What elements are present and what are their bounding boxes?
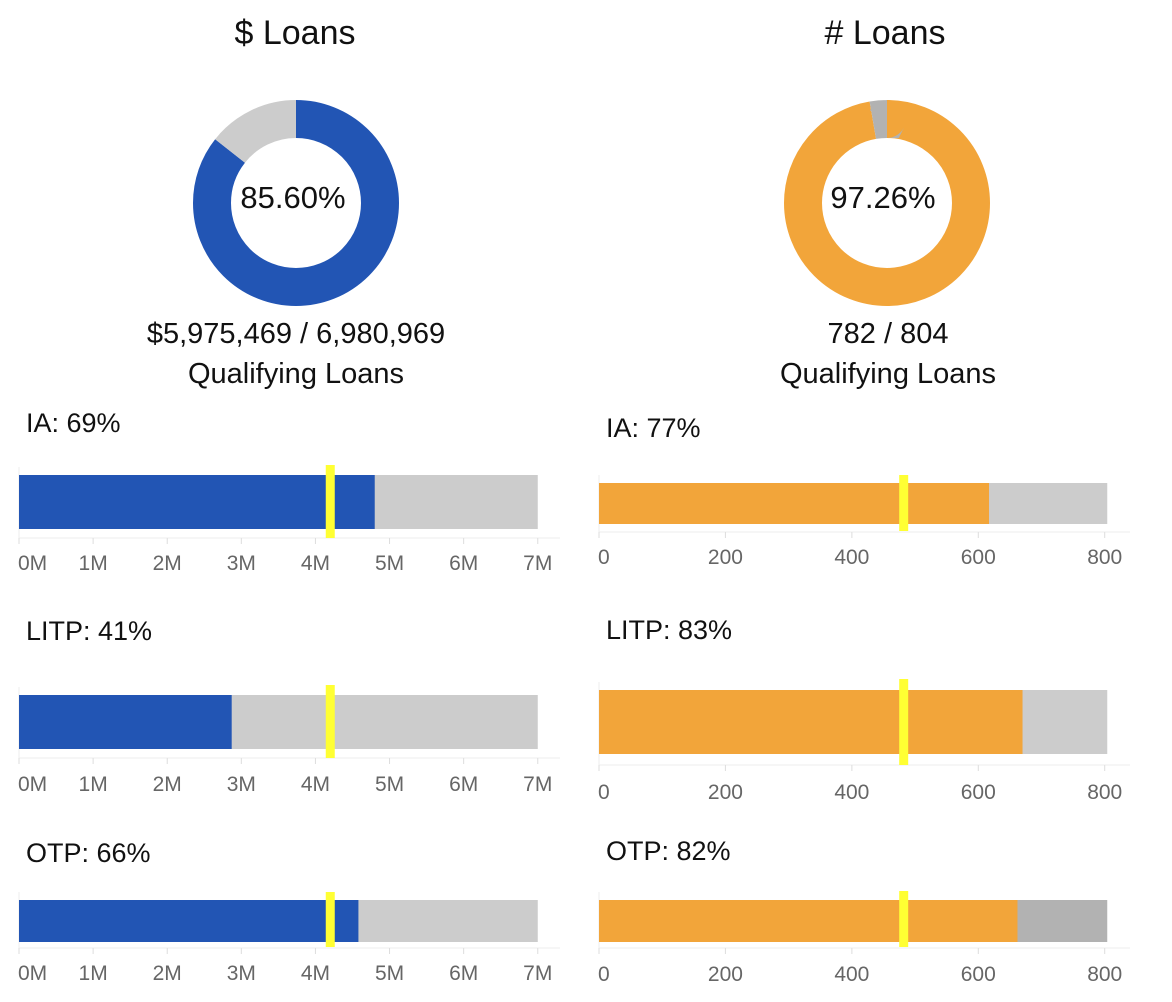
tick-label: 3M	[227, 962, 256, 985]
ia-count-bullet-chart: 0 200 400 600 800	[598, 475, 1130, 569]
tick-label: 800	[1087, 963, 1122, 986]
litp-count-bullet-chart: 0 200 400 600 800	[598, 679, 1130, 804]
ia-count-title: IA: 77%	[606, 413, 701, 443]
value-bar	[599, 900, 1018, 942]
tick-label: 200	[708, 963, 743, 986]
tick-label: 2M	[153, 962, 182, 985]
ia-dollar-title: IA: 69%	[26, 408, 121, 438]
tick-label: 0	[598, 781, 610, 804]
litp-dollar-bullet-chart: 0M 1M 2M 3M 4M 5M 6M 7M	[18, 685, 560, 796]
tick-label: 0	[598, 963, 610, 986]
tick-label: 600	[961, 963, 996, 986]
tick-label: 4M	[301, 552, 330, 575]
tick-label: 6M	[449, 552, 478, 575]
value-bar	[599, 483, 990, 524]
tick-label: 7M	[523, 962, 552, 985]
otp-dollar-bullet-chart: 0M 1M 2M 3M 4M 5M 6M 7M	[18, 892, 560, 985]
target-marker	[325, 892, 335, 947]
otp-dollar-title: OTP: 66%	[26, 838, 151, 868]
tick-label: 600	[961, 546, 996, 569]
tick-label: 600	[961, 781, 996, 804]
tick-label: 5M	[375, 962, 404, 985]
litp-dollar-title: LITP: 41%	[26, 616, 153, 646]
tick-label: 5M	[375, 773, 404, 796]
tick-label: 2M	[153, 773, 182, 796]
tick-label: 0	[598, 546, 610, 569]
value-bar	[19, 900, 359, 942]
tick-label: 0M	[18, 552, 47, 575]
otp-count-title: OTP: 82%	[606, 836, 731, 866]
tick-label: 200	[708, 546, 743, 569]
tick-label: 6M	[449, 962, 478, 985]
tick-label: 4M	[301, 773, 330, 796]
tick-label: 1M	[79, 773, 108, 796]
count-loans-center-label: 97.26%	[830, 180, 936, 215]
count-loans-title: # Loans	[824, 14, 946, 52]
dollar-loans-summary-value: $5,975,469 / 6,980,969	[146, 318, 446, 350]
target-marker	[899, 679, 909, 765]
tick-label: 3M	[227, 773, 256, 796]
target-marker	[325, 685, 335, 758]
tick-label: 400	[834, 781, 869, 804]
value-bar	[599, 690, 1023, 754]
tick-label: 800	[1087, 781, 1122, 804]
ia-dollar-bullet-chart: 0M 1M 2M 3M 4M 5M 6M 7M	[18, 465, 560, 575]
value-bar	[19, 475, 375, 529]
dollar-loans-donut	[193, 100, 399, 306]
tick-label: 400	[834, 546, 869, 569]
target-marker	[325, 465, 335, 538]
tick-label: 7M	[523, 552, 552, 575]
otp-count-bullet-chart: 0 200 400 600 800	[598, 891, 1130, 986]
donut-1-slice-1	[784, 100, 990, 306]
tick-label: 3M	[227, 552, 256, 575]
value-bar	[19, 695, 232, 749]
dollar-loans-title: $ Loans	[234, 14, 356, 52]
litp-count-title: LITP: 83%	[606, 615, 733, 645]
tick-label: 4M	[301, 962, 330, 985]
target-marker	[899, 891, 909, 947]
tick-label: 5M	[375, 552, 404, 575]
tick-label: 0M	[18, 773, 47, 796]
donut-0-slice-1	[193, 100, 399, 306]
tick-label: 2M	[153, 552, 182, 575]
tick-label: 400	[834, 963, 869, 986]
dollar-loans-center-label: 85.60%	[240, 180, 346, 215]
count-loans-summary-value: 782 / 804	[827, 318, 949, 350]
tick-label: 6M	[449, 773, 478, 796]
count-loans-donut	[784, 100, 990, 306]
tick-label: 1M	[79, 962, 108, 985]
dollar-loans-summary-label: Qualifying Loans	[187, 358, 405, 390]
target-marker	[899, 475, 909, 531]
tick-label: 200	[708, 781, 743, 804]
tick-label: 0M	[18, 962, 47, 985]
tick-label: 800	[1087, 546, 1122, 569]
tick-label: 7M	[523, 773, 552, 796]
count-loans-summary-label: Qualifying Loans	[779, 358, 997, 390]
tick-label: 1M	[79, 552, 108, 575]
